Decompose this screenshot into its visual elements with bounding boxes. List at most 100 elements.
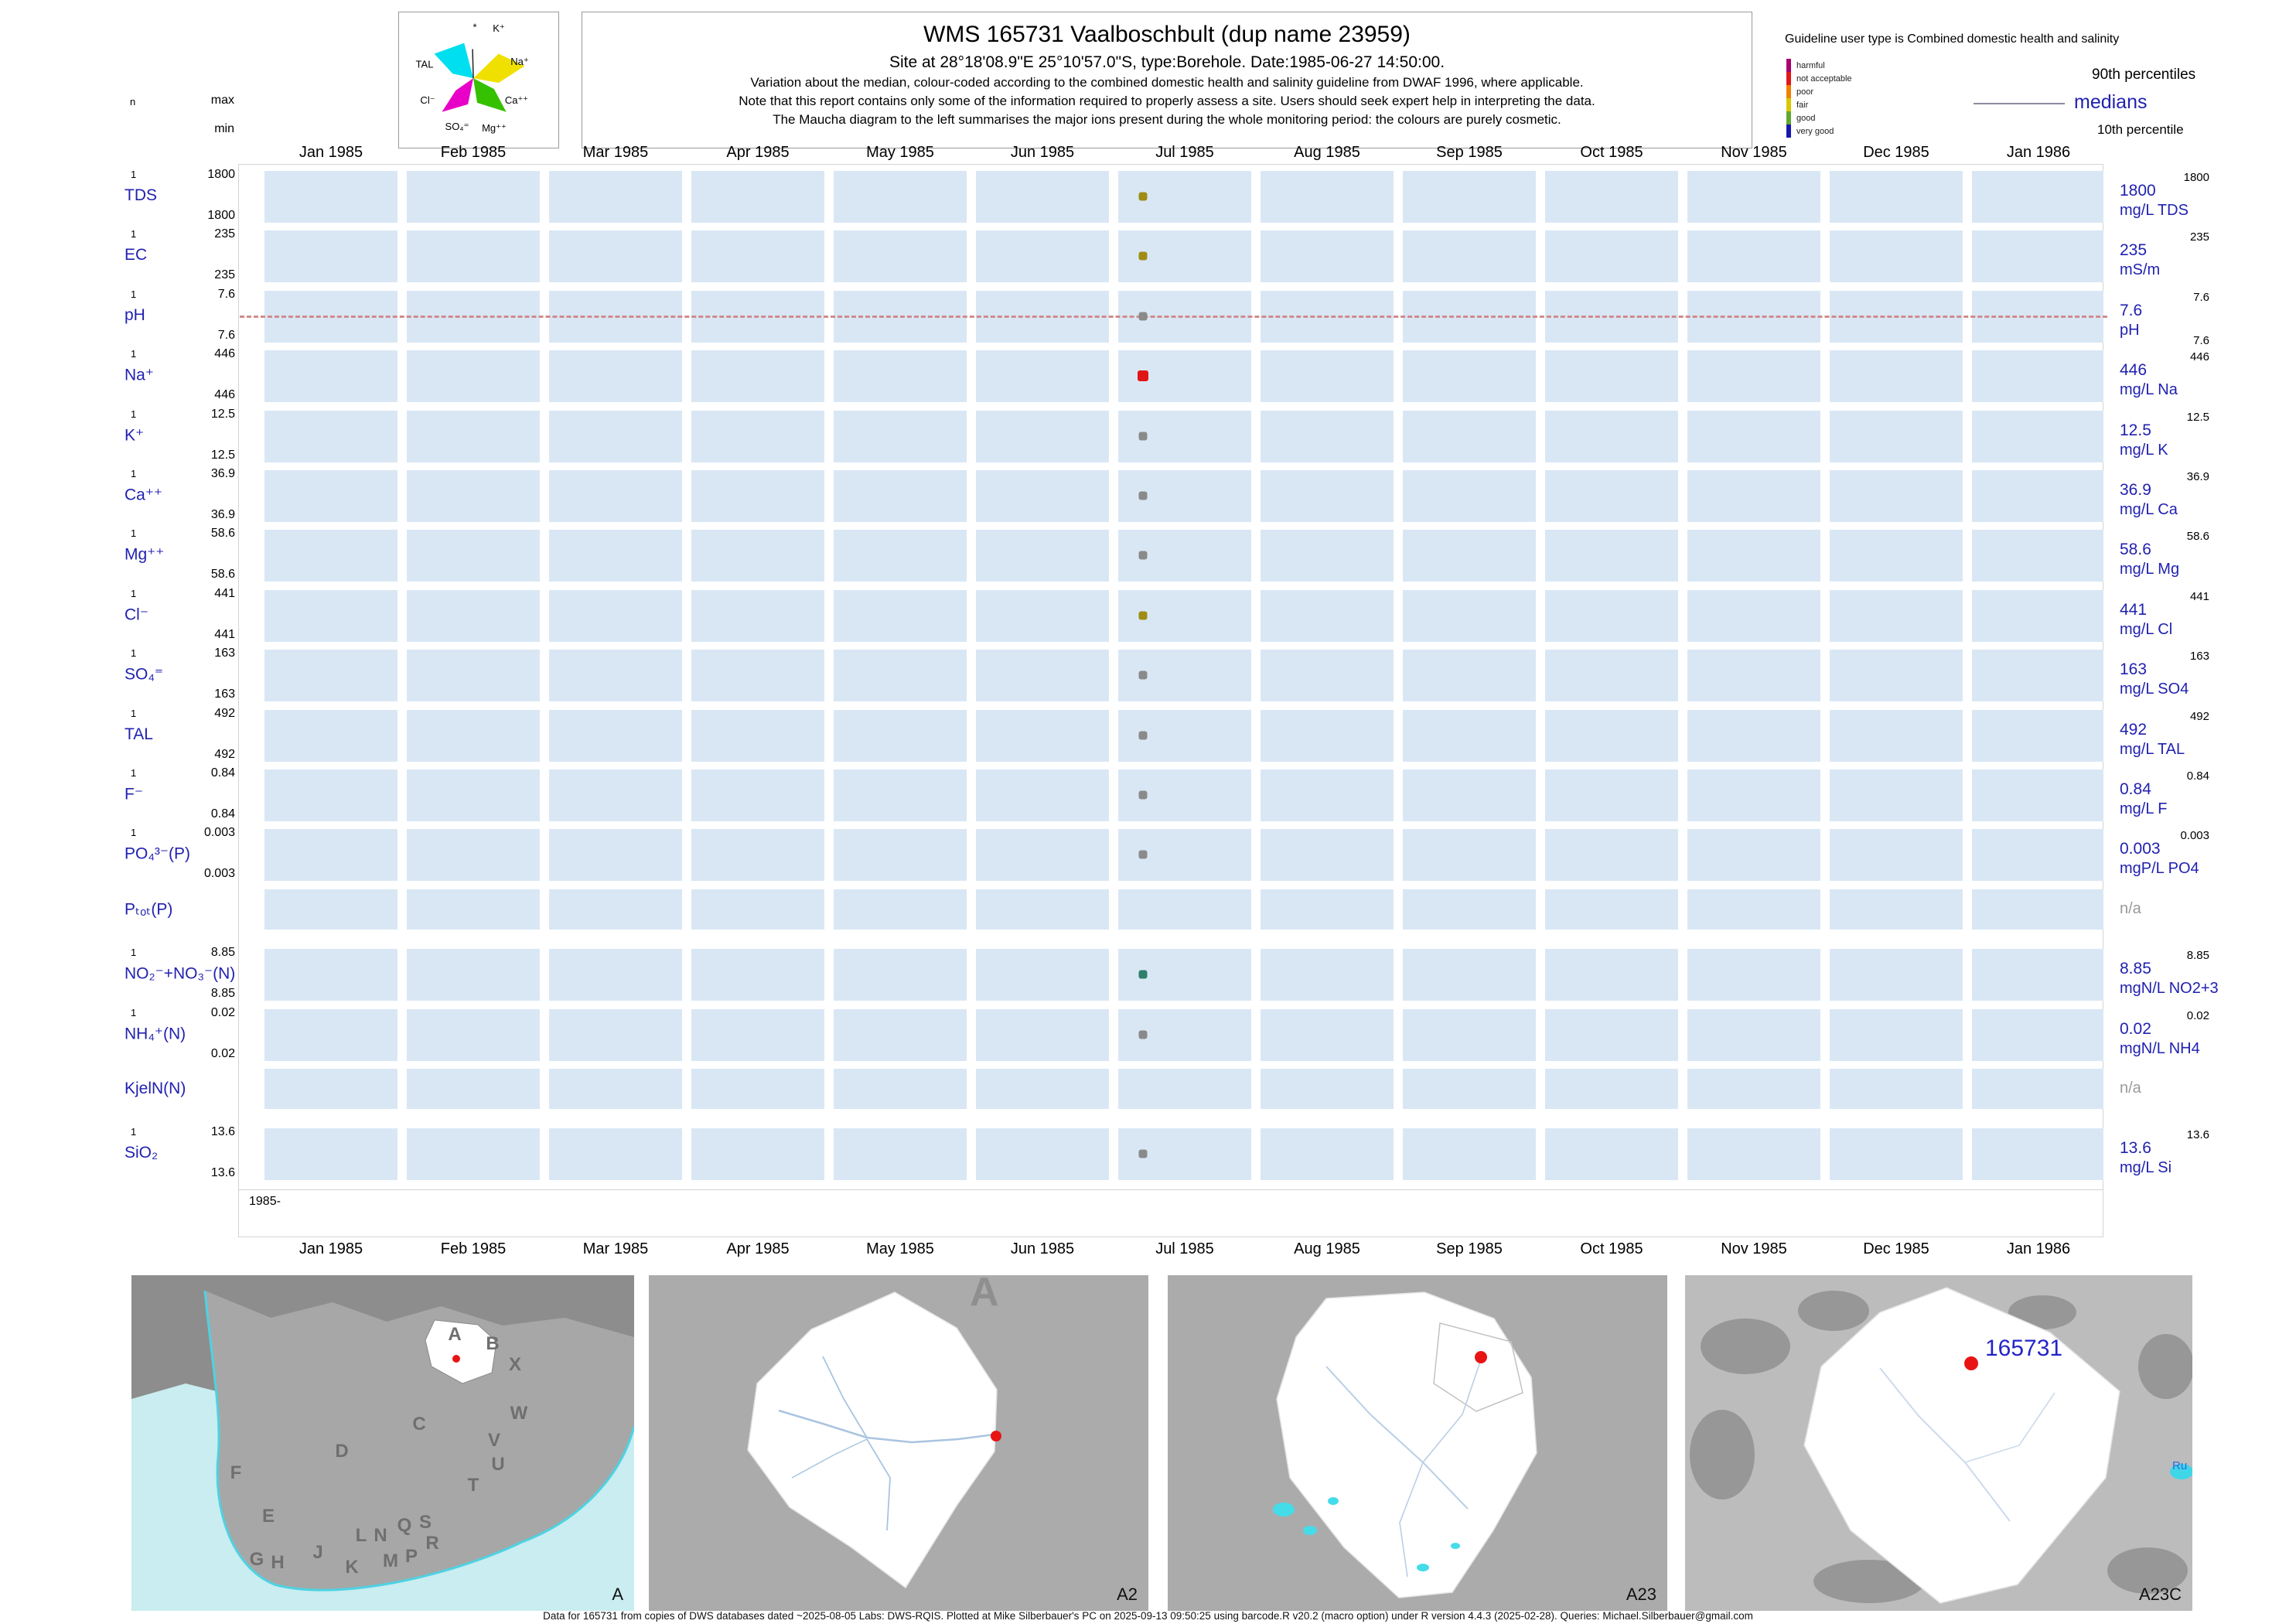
p90-value: 13.6: [2186, 1128, 2209, 1141]
row-left-labels: 1 441 Cl⁻ 441: [120, 587, 238, 650]
row-plot-strip: [240, 590, 2107, 642]
month-tick-label: May 1985: [866, 1240, 934, 1257]
drainage-region-letter: B: [486, 1333, 500, 1354]
x-axis-bottom: Jan 1985 Feb 1985 Mar 1985 Apr 1985 May 1985…: [0, 1240, 2296, 1261]
max-value: 235: [214, 227, 235, 241]
row-right-values: 8.85 8.85 mgN/L NO2+3: [2115, 949, 2296, 1008]
drainage-region-letter: G: [249, 1549, 264, 1570]
row-right-values: 0.003 0.003 mgP/L PO4: [2115, 829, 2296, 889]
drainage-region-letter: U: [491, 1454, 505, 1475]
drainage-region-letter: S: [418, 1512, 432, 1533]
month-bands: [264, 889, 2103, 930]
maucha-diagram: * K⁺ Na⁺ TAL Cl⁻ Ca⁺⁺ SO₄⁼ Mg⁺⁺: [398, 12, 559, 148]
median-value: 8.85: [2120, 960, 2151, 977]
unit-label: mg/L Si: [2120, 1159, 2172, 1176]
drainage-region-letter: E: [261, 1506, 275, 1527]
min-value: 235: [214, 268, 235, 281]
parameter-row: 1 163 SO₄⁼ 163 163 163 mg/L SO4: [120, 647, 2296, 709]
drainage-region-letter: K: [345, 1557, 359, 1578]
catchment-a23c-map: [1685, 1275, 2192, 1611]
month-tick-label: Feb 1985: [440, 1240, 507, 1257]
row-right-values: 12.5 12.5 mg/L K: [2115, 411, 2296, 470]
parameter-row: 1 12.5 K⁺ 12.5 12.5 12.5 mg/L K: [120, 408, 2296, 470]
median-value: 0.84: [2120, 780, 2151, 798]
p10-value: 7.6: [2193, 334, 2209, 347]
parameter-row: 1 0.84 F⁻ 0.84 0.84 0.84 mg/L F: [120, 766, 2296, 829]
median-value: 36.9: [2120, 481, 2151, 499]
unit-label: mgN/L NH4: [2120, 1040, 2200, 1057]
parameter-row: 1 492 TAL 492 492 492 mg/L TAL: [120, 707, 2296, 769]
max-value: 36.9: [210, 467, 235, 480]
median-line-sample: [1974, 103, 2065, 104]
p90-value: 0.02: [2186, 1009, 2209, 1022]
drainage-region-letter: F: [230, 1462, 242, 1483]
sample-point: [1138, 970, 1148, 979]
region-letter-a-large: A: [970, 1275, 999, 1315]
parameter-row: 1 36.9 Ca⁺⁺ 36.9 36.9 36.9 mg/L Ca: [120, 467, 2296, 530]
min-value: 13.6: [210, 1166, 235, 1179]
sample-point: [1138, 790, 1148, 800]
month-tick-label: Jul 1985: [1155, 1240, 1214, 1257]
column-header-n: n: [130, 96, 136, 107]
month-tick-label: Dec 1985: [1863, 1240, 1929, 1257]
month-bands: [264, 1128, 2103, 1180]
row-left-labels: 1 163 SO₄⁼ 163: [120, 647, 238, 709]
guideline-legend-title: Guideline user type is Combined domestic…: [1785, 32, 2120, 46]
drainage-region-letter: P: [404, 1546, 418, 1567]
p90-value: 441: [2189, 590, 2209, 603]
unit-label: mg/L Mg: [2120, 561, 2180, 578]
median-value: 163: [2120, 660, 2148, 678]
row-left-labels: 1 8.85 NO₂⁻+NO₃⁻(N) 8.85: [120, 946, 238, 1008]
row-left-labels: 1 446 Na⁺ 446: [120, 347, 238, 410]
parameter-name: Mg⁺⁺: [125, 545, 165, 564]
maucha-wedge-mg: [473, 78, 507, 112]
parameter-row: 1 235 EC 235 235 235 mS/m: [120, 227, 2296, 290]
row-plot-strip: [240, 171, 2107, 223]
month-bands: [264, 411, 2103, 462]
month-bands: [264, 530, 2103, 582]
month-tick-label: Oct 1985: [1580, 144, 1643, 161]
parameter-row: 1 58.6 Mg⁺⁺ 58.6 58.6 58.6 mg/L Mg: [120, 527, 2296, 589]
p90-value: 0.003: [2180, 829, 2209, 842]
max-value: 0.003: [203, 826, 235, 839]
month-bands: [264, 590, 2103, 642]
min-value: 441: [214, 628, 235, 641]
row-right-values: 7.6 7.6 pH 7.6: [2115, 291, 2296, 350]
drainage-region-letter: T: [467, 1475, 479, 1496]
median-value: 235: [2120, 241, 2148, 259]
star-symbol: *: [473, 21, 477, 33]
sample-point: [1138, 731, 1148, 740]
max-value: 0.84: [210, 766, 235, 780]
row-right-values: 36.9 36.9 mg/L Ca: [2115, 470, 2296, 530]
median-value: 446: [2120, 361, 2148, 379]
month-bands: [264, 1069, 2103, 1109]
guideline-level-label: poor: [1796, 87, 1814, 97]
guideline-level-label: harmful: [1796, 60, 1825, 70]
unit-label: mg/L F: [2120, 800, 2168, 817]
drainage-region-letter: L: [355, 1525, 367, 1546]
south-africa-map: [131, 1275, 634, 1611]
sample-count: 1: [131, 588, 137, 599]
plot-divider: [238, 1189, 2103, 1190]
month-tick-label: Dec 1985: [1863, 144, 1929, 161]
ion-label-tal: TAL: [415, 58, 434, 70]
drainage-region-letter: A: [448, 1324, 462, 1345]
row-right-values: n/a: [2115, 1069, 2296, 1128]
ion-label-na: Na⁺: [510, 56, 529, 67]
row-plot-strip: [240, 230, 2107, 282]
sample-point: [1138, 850, 1148, 859]
max-value: 7.6: [217, 288, 235, 301]
row-right-values: 58.6 58.6 mg/L Mg: [2115, 530, 2296, 589]
sample-point: [1138, 251, 1148, 261]
p90-value: 492: [2189, 710, 2209, 723]
max-value: 12.5: [210, 408, 235, 421]
sample-count: 1: [131, 1126, 137, 1138]
p90-value: 163: [2189, 650, 2209, 663]
site-marker-dot: [991, 1431, 1001, 1441]
sample-point: [1138, 611, 1148, 620]
row-plot-strip: [240, 949, 2107, 1001]
description-line-2: Note that this report contains only some…: [739, 94, 1595, 108]
sample-point: [1138, 312, 1148, 321]
month-tick-label: Nov 1985: [1721, 144, 1787, 161]
